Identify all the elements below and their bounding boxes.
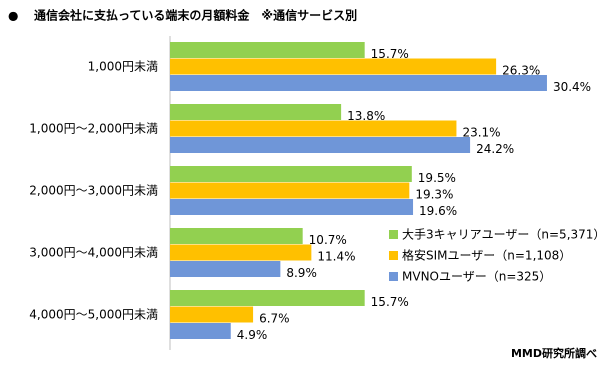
value-label: 11.4% — [317, 249, 355, 263]
category-label: 1,000円～2,000円未満 — [29, 121, 158, 135]
bar — [170, 290, 365, 306]
category-label: 4,000円～5,000円未満 — [29, 307, 158, 321]
value-label: 6.7% — [259, 311, 290, 325]
legend-swatch — [389, 230, 398, 239]
bar — [170, 58, 497, 75]
value-label: 15.7% — [371, 295, 409, 309]
category-label: 3,000円～4,000円未満 — [29, 245, 158, 259]
value-label: 4.9% — [237, 328, 268, 342]
bar — [170, 104, 342, 120]
legend-label: 格安SIMユーザー（n=1,108） — [402, 248, 571, 263]
value-label: 23.1% — [462, 125, 500, 139]
bar — [170, 42, 365, 58]
value-label: 13.8% — [347, 109, 385, 123]
bar — [170, 228, 303, 244]
legend-label: MVNOユーザー（n=325） — [402, 270, 551, 284]
bar — [170, 199, 414, 215]
legend-label: 大手3キャリアユーザー（n=5,371） — [402, 228, 605, 242]
bar — [170, 182, 410, 199]
bar — [170, 306, 254, 323]
bar — [170, 75, 547, 91]
legend-swatch — [389, 272, 398, 281]
bar — [170, 120, 457, 137]
value-label: 19.3% — [415, 187, 453, 201]
value-label: 15.7% — [371, 47, 409, 61]
value-label: 10.7% — [309, 233, 347, 247]
source: MMD研究所調べ — [511, 346, 597, 360]
value-label: 19.6% — [419, 204, 457, 218]
legend-swatch — [389, 251, 398, 260]
value-label: 19.5% — [418, 171, 456, 185]
value-label: 24.2% — [476, 142, 514, 156]
category-label: 1,000円未満 — [88, 59, 158, 73]
value-label: 8.9% — [286, 266, 317, 280]
title-bullet: ● — [8, 9, 18, 23]
bar — [170, 137, 471, 153]
bar — [170, 261, 281, 277]
category-label: 2,000円～3,000円未満 — [29, 183, 158, 197]
bar — [170, 166, 412, 182]
value-label: 30.4% — [553, 80, 591, 94]
bar — [170, 244, 312, 261]
value-label: 26.3% — [502, 63, 540, 77]
bar — [170, 323, 231, 339]
chart-title: 通信会社に支払っている端末の月額料金 ※通信サービス別 — [34, 8, 357, 23]
